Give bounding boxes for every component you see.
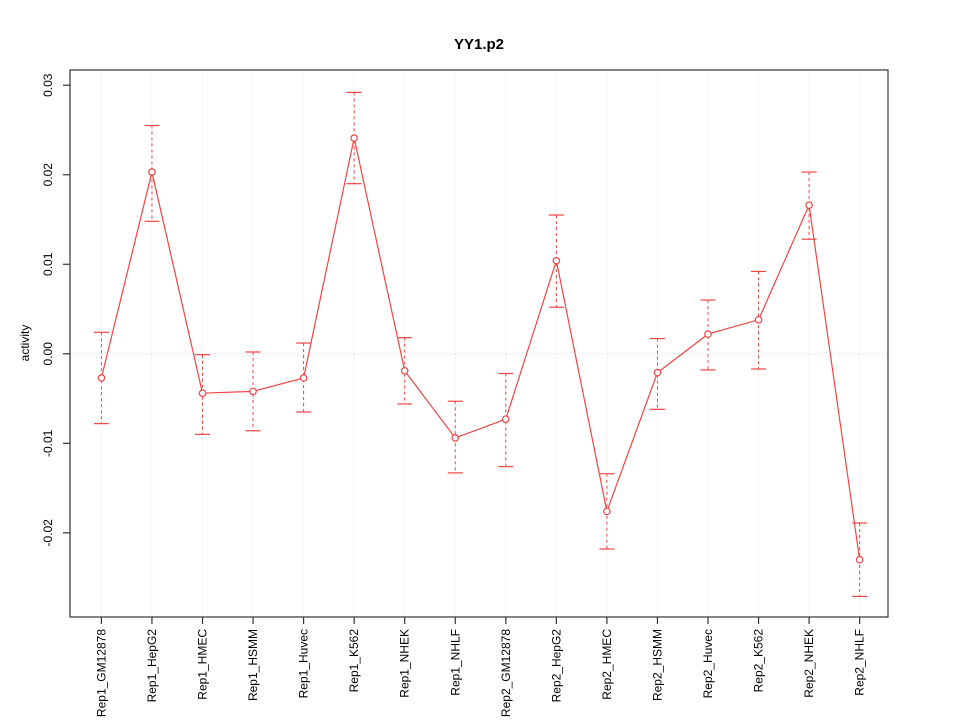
chart-title: YY1.p2	[453, 36, 505, 53]
x-tick-label: Rep2_NHEK	[802, 629, 816, 698]
y-tick-label: 0.03	[41, 73, 55, 97]
data-point-marker	[653, 368, 662, 377]
data-point-marker	[704, 330, 712, 338]
data-point-marker	[350, 134, 358, 142]
x-tick-label: Rep2_HMEC	[600, 629, 614, 700]
data-point-marker	[198, 389, 207, 397]
data-point-marker	[451, 434, 460, 442]
x-tick-label: Rep1_K562	[347, 629, 361, 693]
y-tick-label: 0.01	[41, 252, 55, 276]
x-tick-label: Rep1_Huvec	[297, 629, 311, 698]
x-tick-label: Rep1_NHLF	[448, 629, 462, 696]
data-point-marker	[148, 168, 156, 176]
y-tick-label: -0.02	[41, 519, 55, 547]
x-tick-label: Rep2_GM12878	[499, 629, 513, 717]
x-tick-label: Rep1_HepG2	[145, 629, 159, 703]
data-point-marker	[855, 555, 864, 564]
x-tick-label: Rep1_NHEK	[398, 629, 412, 698]
series-line	[100, 137, 861, 560]
data-point-marker	[501, 415, 510, 423]
data-point-marker	[552, 256, 561, 265]
data-point-marker	[400, 367, 409, 375]
data-point-marker	[805, 201, 813, 209]
x-tick-label: Rep2_NHLF	[853, 629, 867, 696]
x-tick-label: Rep2_Huvec	[701, 629, 715, 698]
x-tick-label: Rep1_GM12878	[94, 629, 108, 717]
plot-frame	[69, 69, 889, 618]
x-tick-label: Rep2_HepG2	[549, 629, 563, 703]
x-tick-label: Rep1_HMEC	[196, 629, 210, 700]
y-tick-label: -0.01	[41, 429, 55, 457]
x-tick-label: Rep2_HSMM	[650, 629, 664, 701]
data-point-marker	[754, 315, 763, 324]
x-tick-label: Rep2_K562	[752, 629, 766, 693]
data-point-marker	[299, 374, 308, 382]
y-tick-label: 0.00	[41, 342, 55, 366]
data-point-marker	[97, 374, 106, 382]
data-point-marker	[603, 507, 611, 516]
x-tick-label: Rep1_HSMM	[246, 629, 260, 701]
y-tick-label: 0.02	[41, 163, 55, 187]
data-point-marker	[249, 387, 257, 396]
